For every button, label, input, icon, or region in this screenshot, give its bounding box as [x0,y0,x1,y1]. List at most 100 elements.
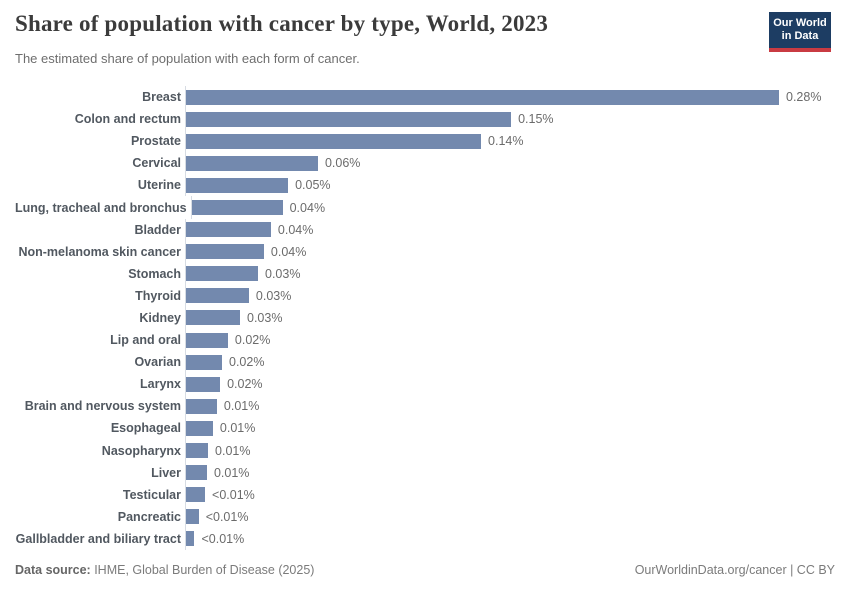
data-source: Data source: IHME, Global Burden of Dise… [15,563,314,577]
bar-track: 0.03% [185,284,840,307]
category-label: Stomach [128,266,181,281]
value-label: 0.03% [247,310,283,325]
bar-track: <0.01% [185,505,840,528]
bar[interactable] [186,509,199,525]
category-label: Testicular [122,487,181,502]
category-label: Esophageal [110,421,181,436]
bar-track: <0.01% [185,483,840,506]
value-label: 0.01% [223,399,260,414]
category-label: Colon and rectum [74,112,181,127]
bar-chart: Breast 0.28% Colon and rectum 0.15% Prostate… [15,86,840,550]
bar-track: 0.04% [185,240,840,263]
value-label: 0.14% [488,134,524,149]
chart-row: Kidney 0.03% [15,306,840,330]
bar[interactable] [186,398,217,414]
bar-track: 0.04% [190,196,840,219]
value-label: 0.04% [289,200,326,215]
bar[interactable] [186,420,213,436]
chart-footer: Data source: IHME, Global Burden of Dise… [15,563,835,577]
chart-row: Thyroid 0.03% [15,284,840,307]
chart-row: Pancreatic <0.01% [15,505,840,528]
category-label: Liver [151,465,181,480]
bar[interactable] [186,443,209,459]
credit-link[interactable]: OurWorldinData.org/cancer | CC BY [634,563,835,577]
chart-row: Nasopharynx 0.01% [15,439,840,462]
bar[interactable] [186,332,228,348]
bar[interactable] [186,531,195,547]
chart-row: Liver 0.01% [15,461,840,484]
value-label: 0.01% [213,465,250,480]
category-label: Kidney [139,310,181,325]
bar-track: 0.05% [185,174,840,197]
bar[interactable] [186,244,264,260]
category-label: Bladder [134,222,181,237]
chart-row: Lip and oral 0.02% [15,329,840,352]
bar-track: 0.14% [185,130,840,153]
bar-track: 0.04% [185,218,840,241]
chart-row: Stomach 0.03% [15,262,840,285]
chart-row: Colon and rectum 0.15% [15,108,840,131]
value-label: 0.02% [227,377,263,392]
value-label: 0.15% [518,112,554,127]
category-label: Lung, tracheal and bronchus [15,200,187,215]
value-label: 0.06% [324,156,361,171]
value-label: 0.01% [215,443,251,458]
value-label: <0.01% [212,487,255,502]
owid-logo-line2: in Data [781,30,819,42]
bar-track: 0.03% [185,262,840,285]
bar[interactable] [186,155,318,171]
bar[interactable] [191,200,283,216]
bar[interactable] [186,487,206,503]
chart-row: Uterine 0.05% [15,174,840,197]
value-label: 0.01% [219,421,256,436]
bar-track: 0.01% [185,461,840,484]
page-title: Share of population with cancer by type,… [15,11,549,36]
category-label: Brain and nervous system [24,399,181,414]
value-label: 0.05% [295,178,331,193]
value-label: 0.02% [234,333,271,348]
bar[interactable] [186,177,289,193]
bar-track: 0.02% [185,351,840,374]
bar-track: 0.01% [185,417,840,440]
category-label: Lip and oral [110,333,181,348]
bar[interactable] [186,288,249,304]
owid-logo-line1: Our World [773,17,827,29]
category-label: Pancreatic [117,509,181,524]
bar[interactable] [186,266,258,282]
bar-track: 0.15% [185,108,840,131]
bar[interactable] [186,310,240,326]
category-label: Gallbladder and biliary tract [15,531,181,546]
chart-row: Esophageal 0.01% [15,417,840,440]
chart-row: Larynx 0.02% [15,373,840,396]
bar-track: 0.02% [185,329,840,352]
category-label: Non-melanoma skin cancer [18,244,181,259]
chart-row: Bladder 0.04% [15,218,840,241]
data-source-prefix: Data source: [15,563,91,577]
chart-row: Gallbladder and biliary tract <0.01% [15,527,840,550]
value-label: 0.04% [277,222,314,237]
bar-track: <0.01% [185,527,840,550]
chart-row: Breast 0.28% [15,86,840,109]
bar[interactable] [186,222,271,238]
bar[interactable] [186,89,779,105]
value-label: 0.03% [265,266,301,281]
owid-logo[interactable]: Our World in Data [769,12,831,52]
bar[interactable] [186,465,207,481]
category-label: Nasopharynx [101,443,181,458]
bar[interactable] [186,133,482,149]
bar-track: 0.03% [185,306,840,330]
category-label: Prostate [130,134,181,149]
category-label: Larynx [140,377,181,392]
bar[interactable] [186,354,222,370]
category-label: Cervical [132,156,181,171]
data-source-text: IHME, Global Burden of Disease (2025) [90,563,315,577]
bar[interactable] [186,111,512,127]
bar[interactable] [186,376,221,392]
chart-row: Prostate 0.14% [15,130,840,153]
value-label: <0.01% [205,509,249,524]
category-label: Uterine [137,178,181,193]
value-label: 0.28% [786,90,822,105]
bar-track: 0.01% [185,439,840,462]
value-label: 0.02% [229,355,265,370]
